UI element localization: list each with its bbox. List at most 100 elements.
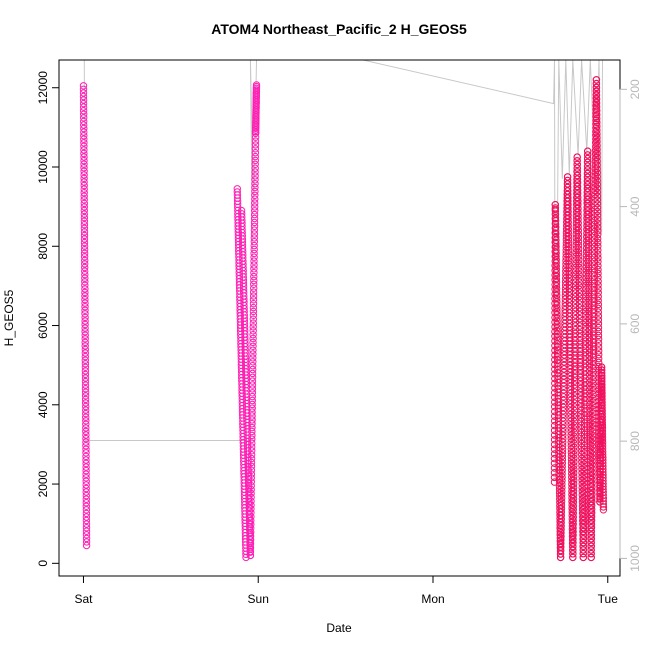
data-point-series-1 [248,392,257,401]
data-point-series-1 [246,532,255,540]
data-point-series-2 [570,454,578,462]
data-point-series-1 [82,413,90,421]
data-point-series-2 [598,421,607,430]
data-point-series-2 [590,324,598,332]
data-point-series-2 [598,401,606,409]
data-point-series-1 [249,288,258,296]
data-point-series-2 [556,553,565,562]
data-point-series-1 [81,356,90,364]
data-point-series-1 [80,196,88,204]
data-point-series-2 [561,319,569,328]
data-point-series-2 [587,550,595,558]
data-point-series-2 [576,337,584,345]
data-point-series-2 [574,241,583,249]
data-point-series-2 [571,377,579,385]
x-tick-label: Sat [74,592,93,606]
chart-title: ATOM4 Northeast_Pacific_2 H_GEOS5 [211,21,467,37]
data-point-series-2 [580,512,588,521]
data-point-series-2 [580,516,588,524]
data-point-series-2 [593,207,602,216]
data-point-series-2 [577,406,585,415]
data-point-series-2 [598,445,607,453]
data-point-series-2 [570,472,578,481]
data-point-series-2 [588,450,596,458]
data-point-series-1 [81,392,90,400]
data-point-series-1 [82,477,90,485]
data-point-series-1 [79,96,88,104]
data-point-series-2 [588,501,596,510]
data-point-series-2 [592,91,601,100]
data-point-series-2 [558,442,567,450]
data-point-series-2 [593,165,601,173]
data-point-series-2 [594,242,602,251]
data-point-series-1 [250,261,258,269]
data-point-series-1 [248,427,256,436]
data-point-series-2 [559,393,568,401]
data-point-series-1 [82,495,91,503]
data-point-series-2 [593,203,602,212]
data-point-series-1 [81,335,89,343]
data-point-series-1 [82,406,90,414]
data-point-series-2 [597,429,605,437]
data-point-series-2 [577,403,585,411]
data-point-series-2 [590,298,598,306]
data-point-series-1 [82,541,91,550]
data-point-series-2 [558,487,566,495]
data-point-series-2 [571,348,579,356]
data-point-series-1 [249,365,257,374]
data-point-series-2 [585,322,593,330]
data-point-series-1 [80,156,88,165]
data-point-series-2 [566,330,574,338]
data-point-series-2 [590,279,598,288]
data-point-series-2 [584,188,592,196]
data-point-series-1 [249,354,257,362]
data-point-series-2 [558,452,567,460]
data-point-series-2 [593,180,601,189]
data-point-series-2 [588,505,596,513]
data-point-series-1 [248,396,257,405]
data-point-series-2 [577,392,585,400]
data-point-series-2 [581,415,589,424]
data-point-series-2 [571,351,579,360]
data-point-series-2 [594,234,602,243]
data-point-series-1 [81,299,89,307]
data-point-series-2 [588,487,596,495]
data-point-series-2 [566,333,574,342]
data-point-series-1 [82,484,90,493]
y2-axis: 200 400 600 800 1000 [619,79,642,572]
data-point-series-2 [599,474,607,482]
data-point-series-1 [82,456,90,464]
data-point-series-1 [80,164,88,172]
data-point-series-1 [251,187,259,196]
data-point-series-2 [582,244,591,252]
data-point-series-1 [247,493,255,501]
data-point-series-2 [588,438,597,447]
data-point-series-1 [80,121,88,129]
data-point-series-2 [594,231,602,239]
data-point-series-1 [80,192,88,200]
data-point-series-2 [569,517,577,525]
data-point-series-1 [247,520,255,529]
data-point-series-1 [251,164,259,172]
y2-tick-label: 400 [628,196,642,216]
data-point-series-2 [550,445,559,453]
data-point-series-2 [550,431,559,439]
data-point-series-1 [250,257,258,265]
y-tick-label: 6000 [36,312,50,339]
data-point-series-1 [80,206,89,215]
data-point-series-2 [585,292,593,301]
data-point-series-2 [573,157,581,165]
data-point-series-2 [579,538,588,547]
data-point-series-2 [573,179,582,187]
data-point-series-1 [251,176,259,184]
data-point-series-2 [580,509,588,517]
data-point-series-2 [570,421,578,429]
data-point-series-1 [82,513,91,521]
data-point-series-1 [82,506,91,514]
data-point-series-2 [581,393,589,401]
data-point-series-2 [561,323,569,331]
data-point-series-1 [247,501,255,509]
data-point-series-1 [81,306,89,314]
data-point-series-2 [593,223,602,231]
